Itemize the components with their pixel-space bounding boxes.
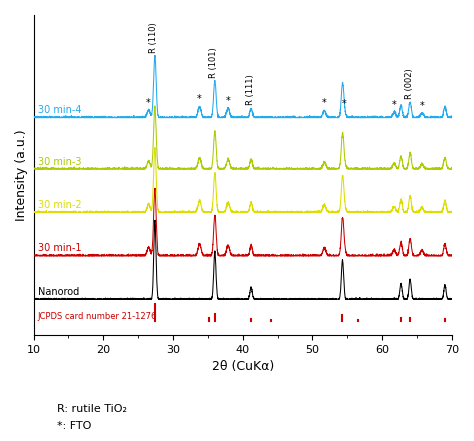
Text: *: * <box>146 97 151 108</box>
Text: 30 min-1: 30 min-1 <box>38 243 81 254</box>
Text: 30 min-2: 30 min-2 <box>38 200 82 210</box>
Text: *: * <box>392 100 396 110</box>
Text: *: * <box>341 99 346 109</box>
Text: R (101): R (101) <box>210 47 219 78</box>
Text: R: rutile TiO₂: R: rutile TiO₂ <box>57 404 127 414</box>
Text: *: * <box>226 96 230 106</box>
Text: *: FTO: *: FTO <box>57 421 91 431</box>
Text: *: * <box>322 98 327 108</box>
Text: *: * <box>197 94 202 105</box>
Text: 30 min-3: 30 min-3 <box>38 157 81 167</box>
Text: R (110): R (110) <box>149 22 158 53</box>
Text: Nanorod: Nanorod <box>38 287 79 297</box>
Text: R (002): R (002) <box>405 68 414 99</box>
Text: R (111): R (111) <box>246 75 255 105</box>
X-axis label: 2θ (CuKα): 2θ (CuKα) <box>211 360 274 373</box>
Text: JCPDS card number 21-1276: JCPDS card number 21-1276 <box>38 312 157 321</box>
Text: 30 min-4: 30 min-4 <box>38 105 81 115</box>
Y-axis label: Intensity (a.u.): Intensity (a.u.) <box>15 129 28 220</box>
Text: *: * <box>419 101 424 111</box>
